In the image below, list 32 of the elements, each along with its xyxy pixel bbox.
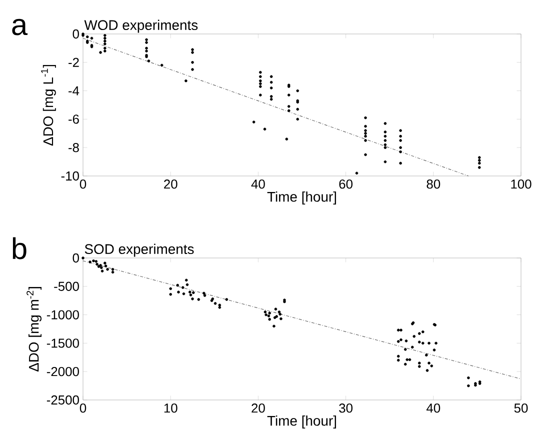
y-tick-label: -8 [68, 142, 79, 152]
y-tick-label: -2000 [46, 366, 79, 376]
x-tick-label: 0 [80, 180, 86, 189]
y-axis-title: ΔDO [mg L$^{-1}$] [41, 64, 56, 146]
x-tick-label: 20 [164, 180, 178, 189]
y-tick-label: -2 [68, 58, 79, 67]
chart-title: SOD experiments [84, 244, 194, 257]
x-tick-label: 80 [426, 180, 440, 189]
x-axis-title: Time [hour] [267, 192, 336, 205]
x-tick-label: 50 [514, 404, 528, 413]
x-tick-label: 20 [252, 404, 265, 413]
x-tick-label: 30 [339, 404, 353, 413]
y-tick-label: -500 [54, 282, 79, 291]
x-tick-label: 0 [80, 404, 86, 413]
x-axis-title: Time [hour] [267, 416, 336, 429]
y-axis-title: ΔDO [mg m$^{-2}$] [26, 287, 42, 372]
y-tick-label: -1500 [46, 338, 79, 348]
text: b [12, 237, 26, 260]
x-tick-label: 60 [339, 180, 353, 189]
chart-title: WOD experiments [84, 20, 198, 33]
x-tick-label: 10 [164, 404, 178, 413]
y-tick-label: 0 [72, 29, 79, 39]
y-tick-label: 0 [72, 253, 79, 263]
y-tick-label: -10 [61, 171, 79, 181]
y-tick-label: -4 [68, 86, 80, 96]
y-tick-label: -6 [68, 114, 79, 124]
x-tick-label: 40 [251, 180, 265, 189]
y-tick-label: -2500 [46, 395, 79, 405]
x-tick-label: 40 [426, 404, 440, 413]
x-tick-label: 100 [511, 180, 532, 189]
text: a [12, 18, 28, 36]
y-tick-label: -1000 [46, 310, 79, 320]
